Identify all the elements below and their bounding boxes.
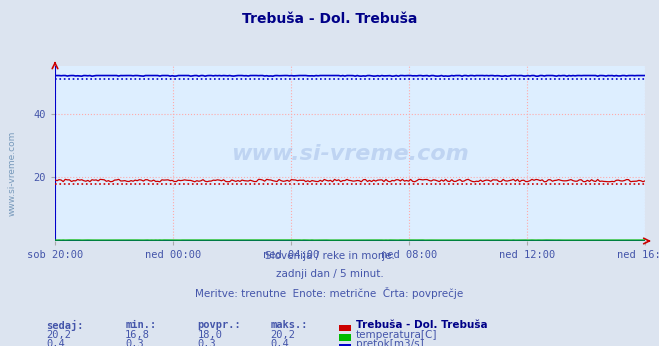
- Text: Trebuša - Dol. Trebuša: Trebuša - Dol. Trebuša: [242, 12, 417, 26]
- Text: 20,2: 20,2: [270, 330, 295, 340]
- Text: temperatura[C]: temperatura[C]: [356, 330, 438, 340]
- Text: www.si-vreme.com: www.si-vreme.com: [231, 144, 469, 164]
- Text: 16,8: 16,8: [125, 330, 150, 340]
- Text: zadnji dan / 5 minut.: zadnji dan / 5 minut.: [275, 269, 384, 279]
- Text: Slovenija / reke in morje.: Slovenija / reke in morje.: [264, 251, 395, 261]
- Text: povpr.:: povpr.:: [198, 320, 241, 330]
- Text: 0,4: 0,4: [46, 339, 65, 346]
- Text: 0,3: 0,3: [198, 339, 216, 346]
- Text: www.si-vreme.com: www.si-vreme.com: [8, 130, 17, 216]
- Text: Trebuša - Dol. Trebuša: Trebuša - Dol. Trebuša: [356, 320, 488, 330]
- Text: Meritve: trenutne  Enote: metrične  Črta: povprečje: Meritve: trenutne Enote: metrične Črta: …: [195, 287, 464, 299]
- Text: min.:: min.:: [125, 320, 156, 330]
- Text: pretok[m3/s]: pretok[m3/s]: [356, 339, 424, 346]
- Text: sedaj:: sedaj:: [46, 320, 84, 331]
- Text: 0,4: 0,4: [270, 339, 289, 346]
- Text: 18,0: 18,0: [198, 330, 223, 340]
- Text: 0,3: 0,3: [125, 339, 144, 346]
- Text: maks.:: maks.:: [270, 320, 308, 330]
- Text: 20,2: 20,2: [46, 330, 71, 340]
